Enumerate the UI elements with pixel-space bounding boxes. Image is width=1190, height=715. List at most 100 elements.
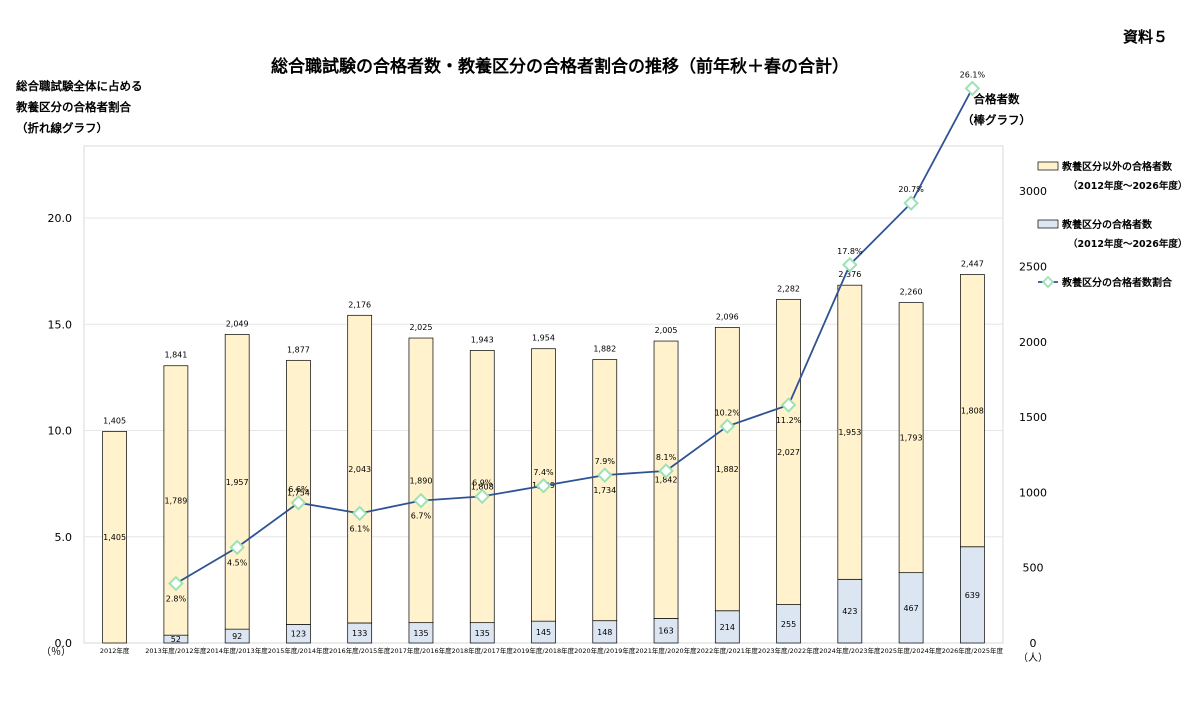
right-axis-title-line-1: 合格者数 xyxy=(973,92,1020,106)
category-label: 2013年度/2012年度 xyxy=(145,646,207,655)
bar-kyoyo-label: 135 xyxy=(413,629,428,638)
bar-other xyxy=(224,334,250,630)
ratio-label: 8.1% xyxy=(656,453,677,462)
bar-total-label: 1,954 xyxy=(532,334,555,343)
ratio-label: 4.5% xyxy=(227,558,248,567)
bar-kyoyo xyxy=(898,572,924,644)
category-label: 2026年度/2025年度 xyxy=(942,646,1004,655)
bar-other-label: 1,789 xyxy=(164,496,187,505)
bar-other xyxy=(286,359,311,625)
ratio-marker xyxy=(903,195,919,211)
bar-kyoyo xyxy=(837,578,863,644)
ratio-label: 11.2% xyxy=(776,416,802,425)
bar-kyoyo-label: 255 xyxy=(781,620,796,629)
bar-total-label: 2,447 xyxy=(961,259,984,268)
bar-total-label: 2,096 xyxy=(716,312,739,321)
bar-other xyxy=(408,337,434,624)
left-tick-label: 0.0 xyxy=(55,637,73,650)
category-label: 2022年度/2021年度 xyxy=(697,646,759,655)
right-tick-label: 1500 xyxy=(1019,411,1047,424)
category-label: 2019年度/2018年度 xyxy=(513,646,575,655)
ratio-marker xyxy=(719,418,736,435)
category-label: 2018年度/2017年度 xyxy=(452,646,514,655)
ratio-label: 17.8% xyxy=(837,247,863,256)
category-label: 2014年度/2013年度 xyxy=(207,646,269,655)
bar-total-label: 2,025 xyxy=(410,323,433,332)
left-axis-unit: （％） xyxy=(41,646,71,658)
bar-other-label: 2,043 xyxy=(348,465,371,474)
bar-other-label: 1,842 xyxy=(655,476,678,485)
bar-other-label: 1,953 xyxy=(838,428,861,437)
ratio-marker xyxy=(780,397,797,413)
bar-other-label: 1,754 xyxy=(287,488,310,497)
ratio-label: 2.8% xyxy=(166,595,187,604)
ratio-label: 7.9% xyxy=(595,457,616,466)
bar-other xyxy=(469,350,495,624)
category-label: 2012年度 xyxy=(100,646,130,655)
bar-other xyxy=(102,431,127,644)
legend-swatch-kyoyo xyxy=(1037,219,1059,229)
left-tick-label: 15.0 xyxy=(48,318,73,331)
legend-label-ratio: 教養区分の合格者数割合 xyxy=(1061,276,1173,289)
bar-total-label: 2,376 xyxy=(838,270,861,279)
legend-label-other: 教養区分以外の合格者数 xyxy=(1061,160,1173,173)
bar-other-label: 1,405 xyxy=(103,533,126,542)
ratio-marker xyxy=(596,467,613,483)
category-label: 2016年度/2015年度 xyxy=(329,646,391,655)
ratio-marker xyxy=(535,477,552,494)
ratio-label: 10.2% xyxy=(715,408,741,417)
bar-other-label: 1,808 xyxy=(961,407,984,416)
bar-kyoyo-label: 92 xyxy=(232,632,242,641)
ratio-label: 7.4% xyxy=(533,468,554,477)
bar-kyoyo-label: 163 xyxy=(658,627,673,636)
right-tick-label: 500 xyxy=(1023,562,1044,575)
legend-label-kyoyo: 教養区分の合格者数 xyxy=(1061,218,1153,231)
ratio-marker xyxy=(964,80,981,97)
legend-period-other: （2012年度～2026年度） xyxy=(1068,180,1187,192)
document-label: 資料５ xyxy=(1122,28,1168,46)
right-axis-unit: （人） xyxy=(1018,652,1048,664)
ratio-marker xyxy=(229,539,245,556)
legend-swatch-other xyxy=(1037,161,1059,171)
bar-total-label: 1,877 xyxy=(287,345,310,354)
bar-other-label: 1,793 xyxy=(900,434,923,443)
bar-total-label: 1,943 xyxy=(471,335,494,344)
category-label: 2023年度/2022年度 xyxy=(758,646,820,655)
bar-kyoyo-label: 145 xyxy=(536,628,551,637)
bar-total-label: 2,049 xyxy=(226,319,249,328)
ratio-label: 26.1% xyxy=(960,70,986,79)
bar-other xyxy=(898,302,924,574)
left-tick-label: 20.0 xyxy=(48,212,73,225)
ratio-marker xyxy=(842,256,858,273)
left-axis-title-line-2: 教養区分の合格者割合 xyxy=(16,100,131,114)
ratio-marker xyxy=(413,492,429,509)
right-tick-label: 2500 xyxy=(1019,261,1047,274)
left-tick-label: 10.0 xyxy=(48,425,73,438)
ratio-marker xyxy=(290,494,307,511)
bar-kyoyo-label: 133 xyxy=(352,629,367,638)
bar-other xyxy=(960,274,985,548)
ratio-label: 6.6% xyxy=(288,485,309,494)
bar-other-label: 1,734 xyxy=(593,486,616,495)
ratio-label: 20.7% xyxy=(898,185,924,194)
ratio-label: 6.7% xyxy=(411,512,432,521)
bar-other-label: 1,957 xyxy=(226,478,249,487)
category-label: 2017年度/2016年度 xyxy=(390,646,452,655)
left-axis-title-line-3: （折れ線グラフ） xyxy=(16,121,108,135)
ratio-marker xyxy=(351,505,368,522)
bar-kyoyo-label: 214 xyxy=(720,623,735,632)
right-axis-title: 合格者数 （棒グラフ） xyxy=(962,89,1031,131)
bar-other-label: 1,890 xyxy=(410,476,433,485)
category-label: 2015年度/2014年度 xyxy=(268,646,330,655)
chart-title: 総合職試験の合格者数・教養区分の合格者割合の推移（前年秋＋春の合計） xyxy=(271,57,849,77)
bar-other-label: 1,808 xyxy=(471,483,494,492)
bar-other xyxy=(714,326,740,612)
bar-kyoyo-label: 123 xyxy=(291,630,306,639)
left-axis-title: 総合職試験全体に占める 教養区分の合格者割合 （折れ線グラフ） xyxy=(16,76,143,139)
right-tick-label: 1000 xyxy=(1019,486,1047,499)
ratio-label: 6.9% xyxy=(472,478,493,487)
bar-total-label: 1,841 xyxy=(164,351,187,360)
right-tick-label: 0 xyxy=(1030,637,1037,650)
bar-kyoyo-label: 148 xyxy=(597,628,612,637)
